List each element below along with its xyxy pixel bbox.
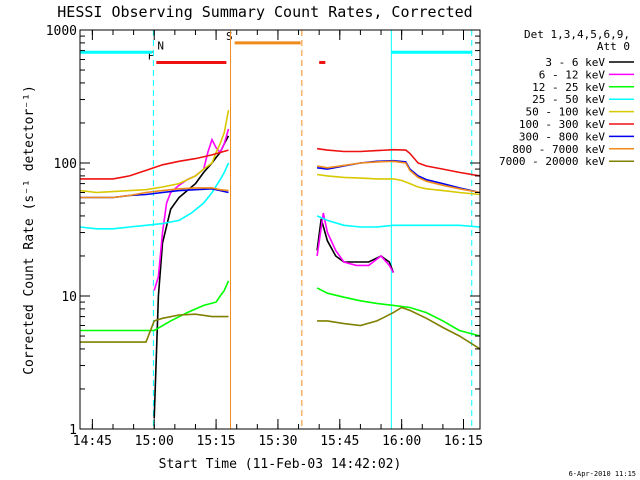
x-tick-label: 15:00 — [135, 434, 174, 449]
series-line-2 — [80, 280, 481, 337]
legend-entry-label: 50 - 100 keV — [526, 106, 606, 119]
y-axis-label: Corrected Count Rate (s⁻¹ detector⁻¹) — [22, 85, 37, 375]
legend-entry-label: 6 - 12 keV — [539, 68, 606, 81]
flag-label-f: F — [148, 49, 155, 62]
legend-entry-label: 25 - 50 keV — [532, 93, 605, 106]
series-line-3 — [79, 162, 481, 230]
timestamp: 6-Apr-2010 11:15 — [569, 470, 636, 478]
series-line-4 — [79, 109, 481, 196]
x-tick-label: 16:00 — [382, 434, 421, 449]
legend-entry-label: 100 - 300 keV — [519, 118, 605, 131]
vertical-markers — [152, 30, 473, 429]
chart-title: HESSI Observing Summary Count Rates, Cor… — [57, 3, 472, 21]
y-tick-label: 1 — [69, 423, 77, 438]
x-tick-label: 16:15 — [444, 434, 483, 449]
y-tick-label: 100 — [54, 157, 77, 172]
legend-entry-label: 7000 - 20000 keV — [499, 155, 605, 168]
series-line-7 — [80, 160, 481, 199]
flag-label-s: S — [226, 30, 233, 43]
legend-entry-label: 300 - 800 keV — [519, 130, 605, 143]
legend-entry-label: 12 - 25 keV — [532, 81, 605, 94]
flag-label-n: N — [157, 39, 164, 52]
series-lines — [79, 109, 481, 429]
y-axis-ticks: 1 10 100 1000 — [46, 24, 480, 438]
y-tick-label: 10 — [61, 290, 77, 305]
x-tick-label: 14:45 — [73, 434, 112, 449]
series-line-1 — [154, 129, 399, 429]
legend-header-line: Det 1,3,4,5,6,9, — [524, 28, 630, 41]
x-axis-label: Start Time (11-Feb-03 14:42:02) — [159, 457, 402, 472]
x-tick-label: 15:30 — [258, 434, 297, 449]
legend-entry-label: 3 - 6 keV — [545, 56, 605, 69]
x-tick-label: 15:45 — [320, 434, 359, 449]
observing-flag-bars: F S N — [80, 30, 472, 64]
legend-entry-label: 800 - 7000 keV — [512, 143, 605, 156]
series-line-8 — [80, 306, 481, 350]
y-tick-label: 1000 — [46, 24, 77, 39]
plot-frame — [79, 29, 481, 430]
x-tick-label: 15:15 — [197, 434, 236, 449]
x-axis-ticks: 14:45 15:00 15:15 15:30 15:45 16:00 16:15 — [73, 30, 483, 449]
legend-header-line: Att 0 — [597, 40, 630, 53]
series-line-5 — [80, 147, 481, 180]
